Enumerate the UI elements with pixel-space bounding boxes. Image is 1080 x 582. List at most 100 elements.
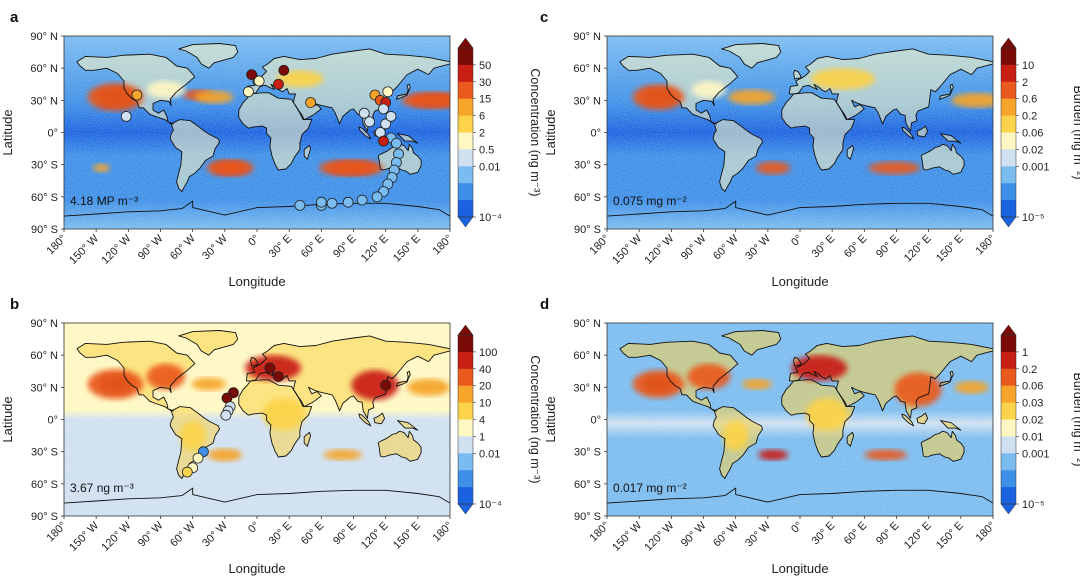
observation-marker — [181, 466, 193, 478]
coastline — [619, 53, 739, 125]
coastline — [901, 126, 915, 140]
lon-tick-label: 120° W — [642, 519, 677, 554]
colorbar-min-arrow — [1000, 216, 1017, 228]
land-mass — [170, 119, 220, 192]
lat-tick-label: 90° N — [30, 318, 58, 330]
global-mean-annotation: 3.67 ng m⁻³ — [70, 481, 134, 495]
colorbar-tick-label: 10⁻⁵ — [1022, 212, 1045, 224]
hotspot — [632, 84, 685, 110]
observation-marker — [273, 78, 284, 90]
coastline — [940, 133, 962, 144]
coastline — [373, 412, 386, 425]
land-mass — [246, 335, 450, 419]
lon-tick-label: 150° E — [391, 520, 423, 552]
observation-marker — [294, 200, 306, 211]
hotspot — [191, 377, 226, 391]
hotspot — [687, 363, 731, 390]
coastline — [793, 356, 802, 367]
colorbar-tick-label: 2 — [479, 128, 485, 140]
colorbar-segment — [1001, 351, 1016, 370]
lat-tick-label: 30° S — [574, 160, 601, 172]
global-mean-annotation: 4.18 MP m⁻³ — [70, 194, 138, 208]
lon-tick-label: 60° E — [299, 233, 327, 261]
lat-tick-label: 30° S — [31, 160, 58, 172]
hotspot — [868, 161, 921, 175]
y-axis-title: Latitude — [0, 109, 15, 155]
colorbar-segment — [1001, 335, 1016, 353]
hotspot — [954, 380, 989, 394]
hotspot — [407, 378, 450, 396]
coastline — [169, 119, 220, 192]
land-mass — [916, 126, 928, 137]
coastline — [397, 420, 419, 431]
colorbar: 100 40 20 10 4 1 0.01 10⁻⁴ Concentration (ng m⁻³… — [457, 324, 542, 515]
colorbar-tick-label: 0.06 — [1022, 381, 1043, 393]
colorbar-segment — [1001, 81, 1016, 100]
land-mass — [713, 119, 763, 192]
coastline — [940, 420, 962, 431]
panel-b: b 3.67 ng m⁻³ 90° N 60° N 30° N 0° 30° S 60° S 9… — [0, 296, 542, 576]
colorbar-tick-label: 0.02 — [1022, 144, 1043, 156]
colorbar-tick-label: 10 — [1022, 60, 1034, 72]
panel-label: b — [10, 296, 19, 313]
lat-tick-label: 60° N — [573, 63, 601, 75]
land-mass — [901, 414, 914, 426]
colorbar-tick-label: 10 — [479, 398, 491, 410]
lon-tick-label: 150° E — [934, 520, 966, 552]
land-mass — [238, 92, 312, 170]
lat-tick-label: 30° N — [573, 95, 601, 107]
colorbar-segment — [458, 453, 473, 471]
observation-marker — [356, 194, 368, 206]
lat-tick-label: 0° — [47, 415, 58, 427]
hotspot — [146, 81, 186, 99]
colorbar-segment — [458, 200, 473, 218]
colorbar-segment — [458, 368, 473, 387]
lon-tick-label: 90° W — [136, 519, 166, 549]
coastline — [916, 125, 929, 138]
coastline — [178, 43, 239, 69]
colorbar-segment — [458, 132, 473, 150]
hotspot — [691, 81, 727, 99]
coastline — [721, 43, 782, 69]
colorbar-segment — [1001, 149, 1016, 167]
coastline — [238, 92, 313, 171]
hotspot — [728, 89, 776, 105]
y-axis-title: Latitude — [543, 396, 558, 442]
lon-tick-label: 180° — [974, 520, 999, 545]
colorbar-tick-label: 0.06 — [1022, 128, 1043, 140]
hotspot — [742, 378, 773, 390]
lon-tick-label: 30° E — [810, 520, 838, 548]
coastline — [846, 144, 855, 160]
lon-tick-label: 30° W — [743, 232, 773, 262]
colorbar-segment — [1001, 200, 1016, 218]
hotspot — [146, 363, 186, 390]
coastline — [250, 356, 259, 367]
lat-tick-label: 90° S — [574, 511, 601, 523]
coastline — [846, 431, 855, 447]
lon-tick-label: 120° E — [359, 520, 391, 552]
colorbar-segment — [1001, 487, 1016, 505]
lat-tick-label: 60° N — [573, 350, 601, 362]
colorbar-tick-label: 0.02 — [1022, 415, 1043, 427]
lat-tick-label: 60° S — [31, 479, 58, 491]
lat-tick-label: 90° N — [30, 31, 58, 43]
lon-tick-label: 30° E — [267, 233, 295, 261]
colorbar-segment — [1001, 166, 1016, 184]
lat-tick-label: 90° S — [574, 224, 601, 236]
lon-tick-label: 90° W — [136, 232, 166, 262]
map-area — [64, 323, 450, 516]
colorbar-tick-label: 0.001 — [1022, 448, 1050, 460]
lat-tick-label: 90° S — [31, 224, 58, 236]
lon-tick-label: 0° — [789, 520, 805, 536]
colorbar-tick-label: 20 — [479, 381, 491, 393]
hotspot — [756, 161, 791, 175]
coastline — [920, 430, 965, 462]
colorbar-min-arrow — [457, 503, 474, 515]
lon-tick-label: 120° E — [902, 233, 934, 265]
coastline — [358, 126, 372, 140]
lon-tick-label: 90° E — [331, 233, 359, 261]
lat-tick-label: 90° N — [573, 31, 601, 43]
land-mass — [358, 414, 371, 426]
hotspot — [351, 370, 399, 401]
